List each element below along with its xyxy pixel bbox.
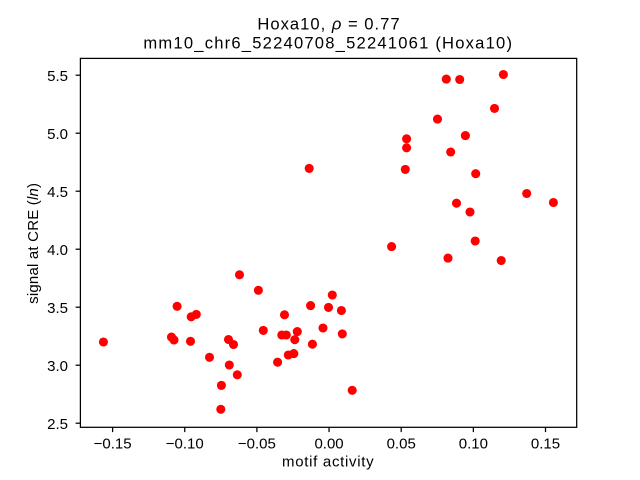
svg-text:0.00: 0.00 [314,436,343,453]
svg-text:signal at CRE (ln): signal at CRE (ln) [25,183,42,304]
svg-text:2.5: 2.5 [47,416,68,433]
svg-text:0.10: 0.10 [459,436,488,453]
svg-text:motif activity: motif activity [282,454,374,471]
svg-text:4.0: 4.0 [47,242,68,259]
svg-text:Hoxa10, ρ = 0.77: Hoxa10, ρ = 0.77 [257,15,400,34]
svg-text:−0.15: −0.15 [94,436,132,453]
svg-text:5.0: 5.0 [47,126,68,143]
svg-text:3.0: 3.0 [47,358,68,375]
svg-text:0.05: 0.05 [387,436,416,453]
svg-text:−0.10: −0.10 [166,436,204,453]
svg-text:3.5: 3.5 [47,300,68,317]
svg-text:5.5: 5.5 [47,68,68,85]
svg-text:mm10_chr6_52240708_52241061 (H: mm10_chr6_52240708_52241061 (Hoxa10) [143,33,513,52]
svg-text:4.5: 4.5 [47,184,68,201]
svg-text:0.15: 0.15 [531,436,560,453]
svg-text:−0.05: −0.05 [238,436,276,453]
